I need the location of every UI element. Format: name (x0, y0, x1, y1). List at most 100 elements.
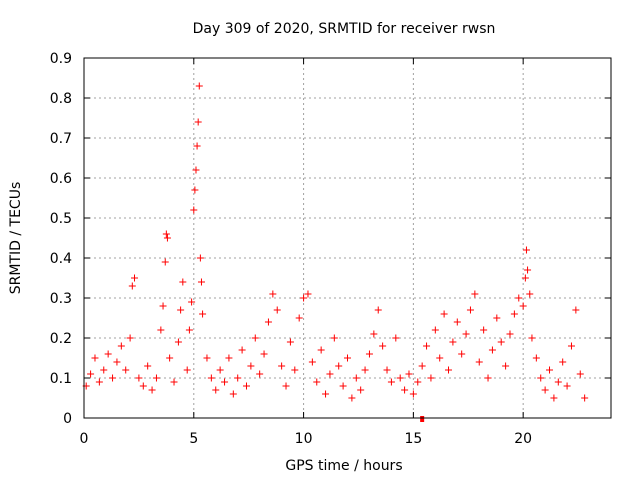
data-point (484, 374, 492, 382)
y-tick-label: 0.7 (50, 131, 72, 147)
data-point (194, 118, 202, 126)
y-tick-label: 0.3 (50, 291, 72, 307)
data-point (537, 374, 545, 382)
data-point (550, 394, 558, 402)
data-point (521, 274, 529, 282)
data-point (225, 354, 233, 362)
data-point (546, 366, 554, 374)
data-point (196, 254, 204, 262)
data-point (113, 358, 121, 366)
data-point (392, 334, 400, 342)
data-point (532, 354, 540, 362)
data-point (273, 306, 281, 314)
data-point (541, 386, 549, 394)
data-point (528, 334, 536, 342)
data-point (199, 310, 207, 318)
data-point (282, 382, 290, 390)
data-point (409, 390, 417, 398)
data-point (135, 374, 143, 382)
data-point (109, 374, 117, 382)
data-point (251, 334, 259, 342)
data-point (522, 246, 530, 254)
data-point (418, 362, 426, 370)
data-point (554, 378, 562, 386)
data-point (317, 346, 325, 354)
data-point (87, 370, 95, 378)
data-point (148, 386, 156, 394)
data-point (216, 366, 224, 374)
y-tick-label: 0 (63, 411, 72, 427)
data-point (453, 318, 461, 326)
data-point (242, 382, 250, 390)
x-tick-label: 5 (189, 431, 198, 447)
data-point (291, 366, 299, 374)
data-point (427, 374, 435, 382)
tick-labels: 0 0.1 0.2 0.3 0.4 0.5 0.6 0.7 0.8 0.9 0 5 10 15 20 (50, 51, 532, 447)
data-point (157, 326, 165, 334)
data-point (95, 378, 103, 386)
data-point (139, 382, 147, 390)
y-tick-label: 0.4 (50, 251, 72, 267)
y-tick-label: 0.6 (50, 171, 72, 187)
data-point (163, 234, 171, 242)
data-point (330, 334, 338, 342)
data-point (488, 346, 496, 354)
data-point (221, 378, 229, 386)
x-axis-label: GPS time / hours (285, 458, 402, 474)
data-points (82, 82, 589, 402)
data-point (190, 206, 198, 214)
data-point (339, 382, 347, 390)
baseline-markers (420, 416, 425, 422)
data-point (401, 386, 409, 394)
data-point (445, 366, 453, 374)
data-point (195, 82, 203, 90)
x-tick-label: 20 (514, 431, 532, 447)
data-point (193, 142, 201, 150)
x-tick-label: 15 (404, 431, 422, 447)
data-point (480, 326, 488, 334)
axis-ticks (83, 57, 611, 419)
data-point (229, 390, 237, 398)
data-point (572, 306, 580, 314)
chart-title: Day 309 of 2020, SRMTID for receiver rws… (193, 21, 496, 37)
data-point (436, 354, 444, 362)
data-point (344, 354, 351, 362)
data-point (278, 362, 286, 370)
data-point (458, 350, 466, 358)
data-point (449, 338, 457, 346)
data-point (383, 366, 391, 374)
data-point (466, 306, 474, 314)
x-tick-label: 10 (295, 431, 313, 447)
data-point (526, 290, 534, 298)
data-point (567, 342, 575, 350)
data-point (423, 342, 431, 350)
data-point (234, 374, 242, 382)
data-point (405, 370, 413, 378)
data-point (440, 310, 448, 318)
data-point (131, 274, 139, 282)
data-point (576, 370, 584, 378)
data-point (197, 278, 205, 286)
data-point (161, 258, 169, 266)
data-point (300, 294, 308, 302)
data-point (144, 362, 152, 370)
data-point (374, 306, 382, 314)
y-axis-label: SRMTID / TECUs (8, 182, 24, 295)
data-point (326, 370, 334, 378)
data-point (162, 230, 170, 238)
data-point (104, 350, 112, 358)
data-point (414, 378, 422, 386)
data-point (91, 354, 99, 362)
data-point (295, 314, 303, 322)
y-tick-label: 0.2 (50, 331, 72, 347)
data-point (117, 342, 125, 350)
data-point (238, 346, 246, 354)
data-point (581, 394, 589, 402)
data-point (159, 302, 167, 310)
data-point (322, 390, 330, 398)
data-point (304, 290, 312, 298)
data-point (563, 382, 571, 390)
data-point (203, 354, 211, 362)
